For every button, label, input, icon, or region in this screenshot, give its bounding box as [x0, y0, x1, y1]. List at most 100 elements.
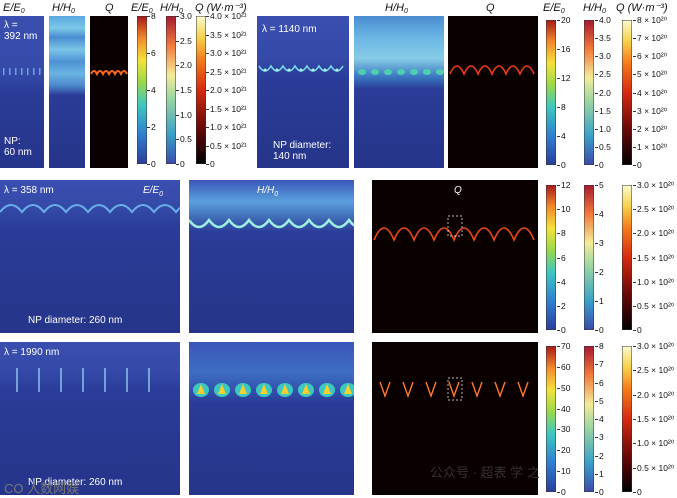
heat-map-d	[372, 342, 538, 495]
colorbar-tick-c-e: 10	[556, 204, 571, 215]
colorbar-tick-b-e: 4	[557, 131, 566, 141]
colorbar-tick-c-e: 4	[557, 276, 566, 287]
colorbar-tick-a-e: 2	[147, 122, 156, 132]
colorbar-e-b	[546, 20, 556, 165]
colorbar-tick-d-h: 0	[595, 487, 604, 497]
colorbar-tick-a-e: 8	[147, 11, 156, 21]
colorbar-tick-d-h: 3	[595, 432, 604, 443]
efield-map-a: λ = 392 nm NP: 60 nm	[0, 16, 44, 168]
colorbar-h-d	[584, 346, 594, 492]
colorbar-tick-c-h: 5	[595, 180, 604, 190]
colorbar-tick-c-e: 0	[557, 325, 566, 335]
colorbar-tick-a-q: 2.5 × 10²¹	[206, 66, 247, 77]
colorbar-tick-c-q: 2.0 × 10²⁰	[632, 228, 675, 239]
colorbar-tick-a-q: 3.5 × 10²¹	[206, 29, 247, 40]
colorbar-q-d	[622, 346, 632, 492]
heat-map-c: Q	[372, 180, 538, 333]
colorbar-tick-b-h: 1.5	[595, 105, 611, 116]
colorbar-tick-b-h: 0.5	[595, 141, 611, 152]
colorbar-h-c	[584, 185, 594, 330]
efield-map-d: λ = 1990 nm NP diameter: 260 nm	[0, 342, 180, 495]
colorbar-tick-c-h: 4	[595, 209, 604, 219]
colorbar-tick-a-h: 3.0	[176, 11, 192, 21]
hfield-map-b	[354, 16, 444, 168]
np-size-label-b: NP diameter: 140 nm	[273, 140, 332, 162]
colorbar-tick-b-e: 0	[557, 160, 566, 170]
header-q-b: Q	[486, 2, 495, 14]
colorbar-tick-d-h: 6	[595, 377, 604, 388]
wavelength-label-d: λ = 1990 nm	[4, 347, 60, 358]
colorbar-tick-d-e: 70	[556, 341, 571, 351]
colorbar-tick-a-h: 1.0	[176, 109, 192, 120]
colorbar-tick-b-e: 12	[556, 73, 571, 83]
colorbar-tick-b-q: 4 × 10²⁰	[632, 87, 668, 98]
heat-map-a	[90, 16, 128, 168]
colorbar-tick-b-h: 4.0	[595, 15, 611, 25]
colorbar-h-b	[584, 20, 594, 165]
watermark-right: 公众号 · 超表 学 之	[430, 465, 540, 480]
colorbar-tick-c-h: 3	[595, 238, 604, 248]
colorbar-tick-b-e: 8	[557, 102, 566, 112]
colorbar-tick-d-h: 2	[595, 450, 604, 461]
colorbar-tick-b-q: 7 × 10²⁰	[632, 33, 668, 44]
heat-label-c: Q	[454, 185, 462, 196]
colorbar-tick-a-h: 0.5	[176, 134, 192, 145]
colorbar-tick-c-h: 2	[595, 267, 604, 277]
colorbar-tick-c-h: 1	[595, 296, 604, 306]
colorbar-tick-d-q: 3.0 × 10²⁰	[632, 341, 675, 351]
colorbar-tick-b-q: 1 × 10²⁰	[632, 141, 668, 152]
colorbar-tick-b-q: 3 × 10²⁰	[632, 105, 668, 116]
colorbar-tick-b-e: 20	[556, 15, 571, 25]
colorbar-q-b	[622, 20, 632, 165]
colorbar-tick-d-q: 2.0 × 10²⁰	[632, 389, 675, 400]
efield-label-c: E/E0	[143, 185, 164, 198]
wavelength-label-b: λ = 1140 nm	[262, 24, 317, 35]
colorbar-tick-d-e: 50	[556, 382, 571, 393]
colorbar-tick-c-q: 0.5 × 10²⁰	[632, 300, 675, 311]
colorbar-tick-b-h: 3.0	[595, 51, 611, 62]
colorbar-tick-a-e: 4	[147, 85, 156, 95]
colorbar-tick-d-e: 30	[556, 424, 571, 435]
hfield-label-c: H/H0	[257, 185, 279, 198]
colorbar-tick-c-h: 0	[595, 325, 604, 335]
colorbar-tick-b-e: 16	[556, 44, 571, 54]
header-q-a: Q	[105, 2, 114, 14]
colorbar-tick-c-e: 2	[557, 300, 566, 311]
efield-map-c: λ = 358 nm E/E0 NP diameter: 260 nm	[0, 180, 180, 333]
colorbar-h-a	[166, 16, 176, 164]
heat-map-b	[448, 16, 538, 168]
colorbar-tick-b-h: 2.0	[595, 87, 611, 98]
colorbar-tick-d-e: 60	[556, 361, 571, 372]
colorbar-tick-b-h: 1.0	[595, 123, 611, 134]
header-cb-q-a: Q (W·m⁻³)	[195, 2, 247, 14]
colorbar-tick-a-q: 0	[206, 159, 215, 169]
np-size-label-d: NP diameter: 260 nm	[28, 477, 123, 488]
colorbar-tick-a-h: 2.0	[176, 60, 192, 71]
colorbar-tick-c-q: 1.5 × 10²⁰	[632, 252, 675, 263]
colorbar-tick-c-q: 3.0 × 10²⁰	[632, 180, 675, 190]
colorbar-tick-d-q: 2.5 × 10²⁰	[632, 365, 675, 376]
colorbar-tick-a-q: 4.0 × 10²¹	[206, 11, 247, 21]
colorbar-tick-d-e: 0	[557, 487, 566, 497]
header-cb-h-a: H/H0	[160, 2, 183, 15]
colorbar-tick-d-e: 40	[556, 403, 571, 414]
colorbar-tick-d-q: 1.0 × 10²⁰	[632, 438, 675, 449]
colorbar-tick-a-q: 1.5 × 10²¹	[206, 103, 247, 114]
np-size-label-c: NP diameter: 260 nm	[28, 315, 123, 326]
colorbar-q-a	[196, 16, 206, 164]
colorbar-tick-d-e: 20	[556, 445, 571, 456]
colorbar-tick-c-q: 0	[633, 325, 642, 335]
np-size-label-a: NP: 60 nm	[4, 136, 32, 158]
hfield-map-c: H/H0	[189, 180, 354, 333]
colorbar-tick-c-e: 12	[556, 180, 571, 190]
colorbar-tick-d-h: 8	[595, 341, 604, 351]
colorbar-tick-d-q: 1.5 × 10²⁰	[632, 414, 675, 424]
colorbar-tick-c-q: 2.5 × 10²⁰	[632, 204, 675, 215]
colorbar-tick-b-q: 8 × 10²⁰	[632, 15, 668, 25]
header-cb-e-b: E/E0	[543, 2, 565, 15]
colorbar-tick-a-h: 1.5	[176, 85, 192, 95]
header-cb-q-b: Q (W·m⁻³)	[616, 2, 668, 14]
header-e-a: E/E0	[3, 2, 25, 15]
colorbar-tick-d-q: 0.5 × 10²⁰	[632, 462, 675, 473]
colorbar-tick-b-q: 0	[633, 160, 642, 170]
